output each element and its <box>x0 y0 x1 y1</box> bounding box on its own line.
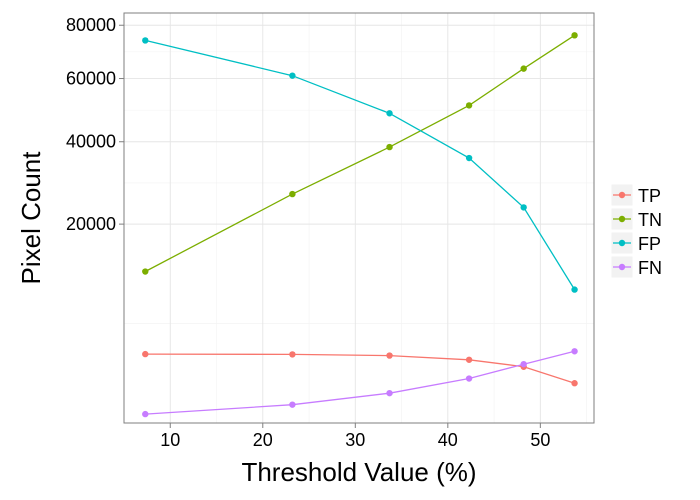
series-line-FP <box>145 39 576 290</box>
data-point-FP <box>142 37 149 44</box>
data-point-TN <box>571 32 578 39</box>
legend-key-point <box>618 215 626 223</box>
series-FN <box>142 348 578 418</box>
x-tick-label: 20 <box>253 430 273 450</box>
legend: TP TN FP FN <box>610 183 662 279</box>
minor-gridlines <box>123 13 594 423</box>
legend-label: FP <box>638 234 661 254</box>
legend-key-point <box>618 263 626 271</box>
series-line-TP <box>145 353 575 384</box>
data-point-TP <box>289 351 296 358</box>
data-point-FP <box>571 286 578 293</box>
y-axis-title: Pixel Count <box>16 151 46 285</box>
data-point-FP <box>386 110 393 117</box>
x-axis: 10 20 30 40 50 <box>160 423 550 450</box>
data-point-TN <box>465 102 473 109</box>
legend-item-TP: TP <box>610 183 661 207</box>
data-point-FP <box>465 154 473 162</box>
data-point-FN <box>289 401 296 408</box>
legend-label: TP <box>638 186 661 206</box>
series-line-TN <box>144 34 575 273</box>
data-point-TP <box>386 352 393 359</box>
legend-key-point <box>618 191 626 199</box>
data-point-FN <box>386 389 393 397</box>
data-point-TN <box>142 268 149 275</box>
y-axis: 20000 40000 60000 80000 <box>66 15 124 234</box>
data-point-FP <box>289 72 296 79</box>
data-point-FP <box>520 204 527 211</box>
y-tick-label: 20000 <box>66 214 116 234</box>
series-line-FN <box>145 350 575 415</box>
legend-item-TN: TN <box>610 207 662 231</box>
data-point-TN <box>520 65 527 72</box>
x-tick-label: 30 <box>345 430 365 450</box>
data-point-TP <box>465 356 473 363</box>
legend-label: TN <box>638 210 662 230</box>
legend-key-point <box>618 239 626 247</box>
data-point-TP <box>571 380 578 387</box>
y-tick-label: 80000 <box>66 15 116 35</box>
y-tick-label: 60000 <box>66 69 116 89</box>
y-tick-label: 40000 <box>66 132 116 152</box>
data-point-TP <box>142 350 149 358</box>
data-point-FN <box>142 410 149 418</box>
data-point-FN <box>465 375 473 382</box>
legend-item-FN: FN <box>610 255 662 279</box>
data-point-FN <box>571 348 578 355</box>
series-FP <box>142 37 578 293</box>
series-TN <box>142 32 578 275</box>
x-tick-label: 10 <box>160 430 180 450</box>
legend-item-FP: FP <box>610 231 661 255</box>
series-layer <box>142 32 578 418</box>
legend-label: FN <box>638 258 662 278</box>
data-point-TN <box>289 190 296 198</box>
data-point-FN <box>520 360 527 368</box>
x-axis-title: Threshold Value (%) <box>241 457 476 487</box>
plot-border <box>123 12 595 424</box>
x-tick-label: 40 <box>438 430 458 450</box>
data-point-TN <box>386 143 393 151</box>
x-tick-label: 50 <box>530 430 550 450</box>
